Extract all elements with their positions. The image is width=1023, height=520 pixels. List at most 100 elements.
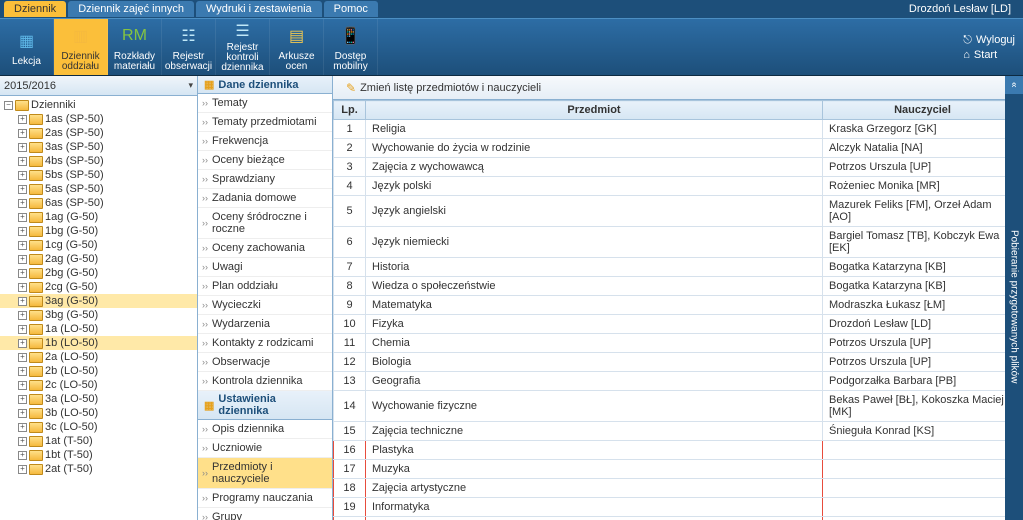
tree-item[interactable]: +2b (LO-50) [0, 364, 197, 378]
tree-item[interactable]: +1at (T-50) [0, 434, 197, 448]
expand-icon[interactable]: + [18, 255, 27, 264]
ribbon-rozkłady-materiału[interactable]: RMRozkłady materiału [108, 19, 162, 75]
expand-icon[interactable]: + [18, 395, 27, 404]
tree-item[interactable]: +3ag (G-50) [0, 294, 197, 308]
table-row[interactable]: 20Edukacja dla bezpieczeństwa [334, 517, 1023, 520]
col-lp[interactable]: Lp. [334, 101, 366, 120]
tree-item[interactable]: +2ag (G-50) [0, 252, 197, 266]
expand-icon[interactable]: + [18, 115, 27, 124]
ribbon-dostęp-mobilny[interactable]: 📱Dostęp mobilny [324, 19, 378, 75]
start-link[interactable]: ⌂ Start [963, 49, 1015, 61]
expand-icon[interactable]: + [18, 199, 27, 208]
expand-icon[interactable]: + [18, 423, 27, 432]
tree-item[interactable]: +3as (SP-50) [0, 140, 197, 154]
menu-item[interactable]: ››Kontakty z rodzicami [198, 334, 332, 353]
tab-pomoc[interactable]: Pomoc [324, 1, 378, 17]
tree-item[interactable]: +1a (LO-50) [0, 322, 197, 336]
tree-item[interactable]: +1cg (G-50) [0, 238, 197, 252]
tree-item[interactable]: +3c (LO-50) [0, 420, 197, 434]
expand-icon[interactable]: + [18, 437, 27, 446]
table-row[interactable]: 4Język polskiRożeniec Monika [MR] [334, 177, 1023, 196]
menu-item[interactable]: ››Tematy przedmiotami [198, 113, 332, 132]
menu-item[interactable]: ››Programy nauczania [198, 489, 332, 508]
tree-item[interactable]: +1b (LO-50) [0, 336, 197, 350]
table-row[interactable]: 3Zajęcia z wychowawcąPotrzos Urszula [UP… [334, 158, 1023, 177]
menu-item[interactable]: ››Obserwacje [198, 353, 332, 372]
tree-item[interactable]: +2cg (G-50) [0, 280, 197, 294]
table-row[interactable]: 8Wiedza o społeczeństwieBogatka Katarzyn… [334, 277, 1023, 296]
menu-item[interactable]: ››Wydarzenia [198, 315, 332, 334]
tree-item[interactable]: +2at (T-50) [0, 462, 197, 476]
edit-list-button[interactable]: ✎ Zmień listę przedmiotów i nauczycieli [339, 78, 548, 98]
tree-item[interactable]: +3b (LO-50) [0, 406, 197, 420]
logout-link[interactable]: ⎋ Wyloguj [963, 34, 1015, 47]
tab-wydruki-i-zestawienia[interactable]: Wydruki i zestawienia [196, 1, 322, 17]
ribbon-rejestr-obserwacji[interactable]: ☷Rejestr obserwacji [162, 19, 216, 75]
menu-item[interactable]: ››Opis dziennika [198, 420, 332, 439]
tree-item[interactable]: +6as (SP-50) [0, 196, 197, 210]
expand-icon[interactable]: + [18, 297, 27, 306]
menu-item[interactable]: ››Frekwencja [198, 132, 332, 151]
table-row[interactable]: 18Zajęcia artystyczne [334, 479, 1023, 498]
tab-dziennik[interactable]: Dziennik [4, 1, 66, 17]
tree-item[interactable]: +5bs (SP-50) [0, 168, 197, 182]
table-row[interactable]: 15Zajęcia techniczneŚnieguła Konrad [KS] [334, 422, 1023, 441]
expand-icon[interactable]: + [18, 143, 27, 152]
table-row[interactable]: 17Muzyka [334, 460, 1023, 479]
menu-item[interactable]: ››Sprawdziany [198, 170, 332, 189]
expand-icon[interactable]: + [18, 171, 27, 180]
expand-icon[interactable]: + [18, 465, 27, 474]
tree-root[interactable]: − Dzienniki [0, 98, 197, 112]
table-row[interactable]: 9MatematykaModraszka Łukasz [ŁM] [334, 296, 1023, 315]
ribbon-lekcja[interactable]: ▦Lekcja [0, 19, 54, 75]
expand-icon[interactable]: + [18, 227, 27, 236]
expand-icon[interactable]: + [18, 241, 27, 250]
table-row[interactable]: 12BiologiaPotrzos Urszula [UP] [334, 353, 1023, 372]
col-subject[interactable]: Przedmiot [366, 101, 823, 120]
col-teacher[interactable]: Nauczyciel [823, 101, 1023, 120]
menu-item[interactable]: ››Oceny zachowania [198, 239, 332, 258]
table-row[interactable]: 7HistoriaBogatka Katarzyna [KB] [334, 258, 1023, 277]
tree-item[interactable]: +5as (SP-50) [0, 182, 197, 196]
expand-icon[interactable]: + [18, 213, 27, 222]
tree-item[interactable]: +3a (LO-50) [0, 392, 197, 406]
expand-icon[interactable]: + [18, 339, 27, 348]
menu-item[interactable]: ››Zadania domowe [198, 189, 332, 208]
menu-item[interactable]: ››Uwagi [198, 258, 332, 277]
menu-item[interactable]: ››Wycieczki [198, 296, 332, 315]
year-select[interactable]: 2015/2016 ▾ [0, 76, 197, 96]
menu-item[interactable]: ››Kontrola dziennika [198, 372, 332, 391]
menu-item[interactable]: ››Oceny bieżące [198, 151, 332, 170]
menu-item[interactable]: ››Plan oddziału [198, 277, 332, 296]
table-row[interactable]: 2Wychowanie do życia w rodzinieAlczyk Na… [334, 139, 1023, 158]
tree-item[interactable]: +2a (LO-50) [0, 350, 197, 364]
menu-item[interactable]: ››Oceny śródroczne i roczne [198, 208, 332, 239]
expand-icon[interactable]: + [18, 353, 27, 362]
collapse-icon[interactable]: − [4, 101, 13, 110]
tree-item[interactable]: +2as (SP-50) [0, 126, 197, 140]
table-row[interactable]: 13GeografiaPodgorzałka Barbara [PB] [334, 372, 1023, 391]
tab-dziennik-zajęć-innych[interactable]: Dziennik zajęć innych [68, 1, 194, 17]
menu-item[interactable]: ››Przedmioty i nauczyciele [198, 458, 332, 489]
ribbon-arkusze-ocen[interactable]: ▤Arkusze ocen [270, 19, 324, 75]
side-download-tab[interactable]: « Pobieranie przygotowanych plików [1005, 76, 1023, 520]
table-row[interactable]: 14Wychowanie fizyczneBekas Paweł [BŁ], K… [334, 391, 1023, 422]
expand-icon[interactable]: + [18, 283, 27, 292]
table-row[interactable]: 1ReligiaKraska Grzegorz [GK] [334, 120, 1023, 139]
tree-item[interactable]: +2bg (G-50) [0, 266, 197, 280]
expand-icon[interactable]: + [18, 367, 27, 376]
tree-item[interactable]: +3bg (G-50) [0, 308, 197, 322]
table-row[interactable]: 5Język angielskiMazurek Feliks [FM], Orz… [334, 196, 1023, 227]
table-row[interactable]: 19Informatyka [334, 498, 1023, 517]
table-row[interactable]: 10FizykaDrozdoń Lesław [LD] [334, 315, 1023, 334]
expand-icon[interactable]: + [18, 451, 27, 460]
ribbon-rejestr-kontroli-dziennika[interactable]: ☰Rejestr kontroli dziennika [216, 19, 270, 75]
tree-item[interactable]: +1as (SP-50) [0, 112, 197, 126]
expand-icon[interactable]: + [18, 325, 27, 334]
table-row[interactable]: 16Plastyka [334, 441, 1023, 460]
expand-icon[interactable]: + [18, 311, 27, 320]
expand-icon[interactable]: + [18, 185, 27, 194]
tree-item[interactable]: +1bg (G-50) [0, 224, 197, 238]
menu-item[interactable]: ››Grupy [198, 508, 332, 520]
expand-icon[interactable]: + [18, 381, 27, 390]
